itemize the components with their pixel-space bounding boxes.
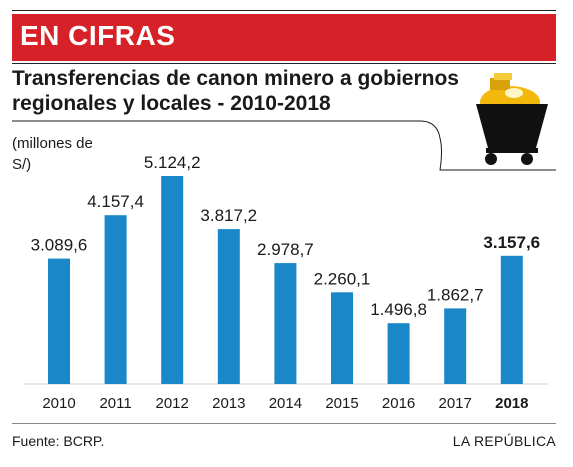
bar-2017	[444, 308, 467, 384]
chart-title: Transferencias de canon minero a gobiern…	[12, 67, 459, 115]
value-label-2012: 5.124,2	[144, 153, 201, 172]
value-label-2015: 2.260,1	[314, 269, 371, 288]
decorative-connector-line	[12, 120, 556, 171]
x-tick-2014: 2014	[269, 395, 302, 412]
value-label-2013: 3.817,2	[200, 206, 257, 225]
bar-2012	[161, 176, 184, 384]
bar-2014	[274, 263, 297, 384]
x-tick-2017: 2017	[439, 395, 472, 412]
footer-rule	[12, 423, 556, 424]
x-tick-2015: 2015	[325, 395, 358, 412]
x-tick-2016: 2016	[382, 395, 415, 412]
section-banner: EN CIFRAS	[12, 14, 556, 61]
top-rule	[12, 10, 556, 11]
bar-2018	[500, 255, 523, 384]
source-note: Fuente: BCRP.	[12, 433, 105, 449]
value-label-2016: 1.496,8	[370, 300, 427, 319]
x-tick-2011: 2011	[99, 395, 131, 412]
value-label-2014: 2.978,7	[257, 240, 314, 259]
bar-2011	[104, 215, 127, 384]
bar-2010	[48, 258, 70, 384]
banner-label: EN CIFRAS	[20, 20, 176, 51]
value-label-2010: 3.089,6	[31, 236, 88, 255]
bar-2016	[387, 323, 410, 384]
x-tick-2013: 2013	[212, 395, 245, 412]
mine-cart-gold-icon	[476, 73, 548, 165]
value-label-2018: 3.157,6	[483, 233, 540, 252]
value-label-2011: 4.157,4	[87, 192, 144, 211]
banner-rule	[12, 63, 556, 64]
bar-2013	[217, 229, 240, 384]
x-tick-2018: 2018	[495, 395, 528, 412]
unit-label: (millones de S/)	[12, 135, 93, 173]
value-label-2017: 1.862,7	[427, 285, 484, 304]
x-tick-2012: 2012	[156, 395, 189, 412]
bar-2015	[331, 292, 353, 384]
x-tick-2010: 2010	[42, 395, 75, 412]
brand-name: LA REPÚBLICA	[452, 433, 556, 449]
